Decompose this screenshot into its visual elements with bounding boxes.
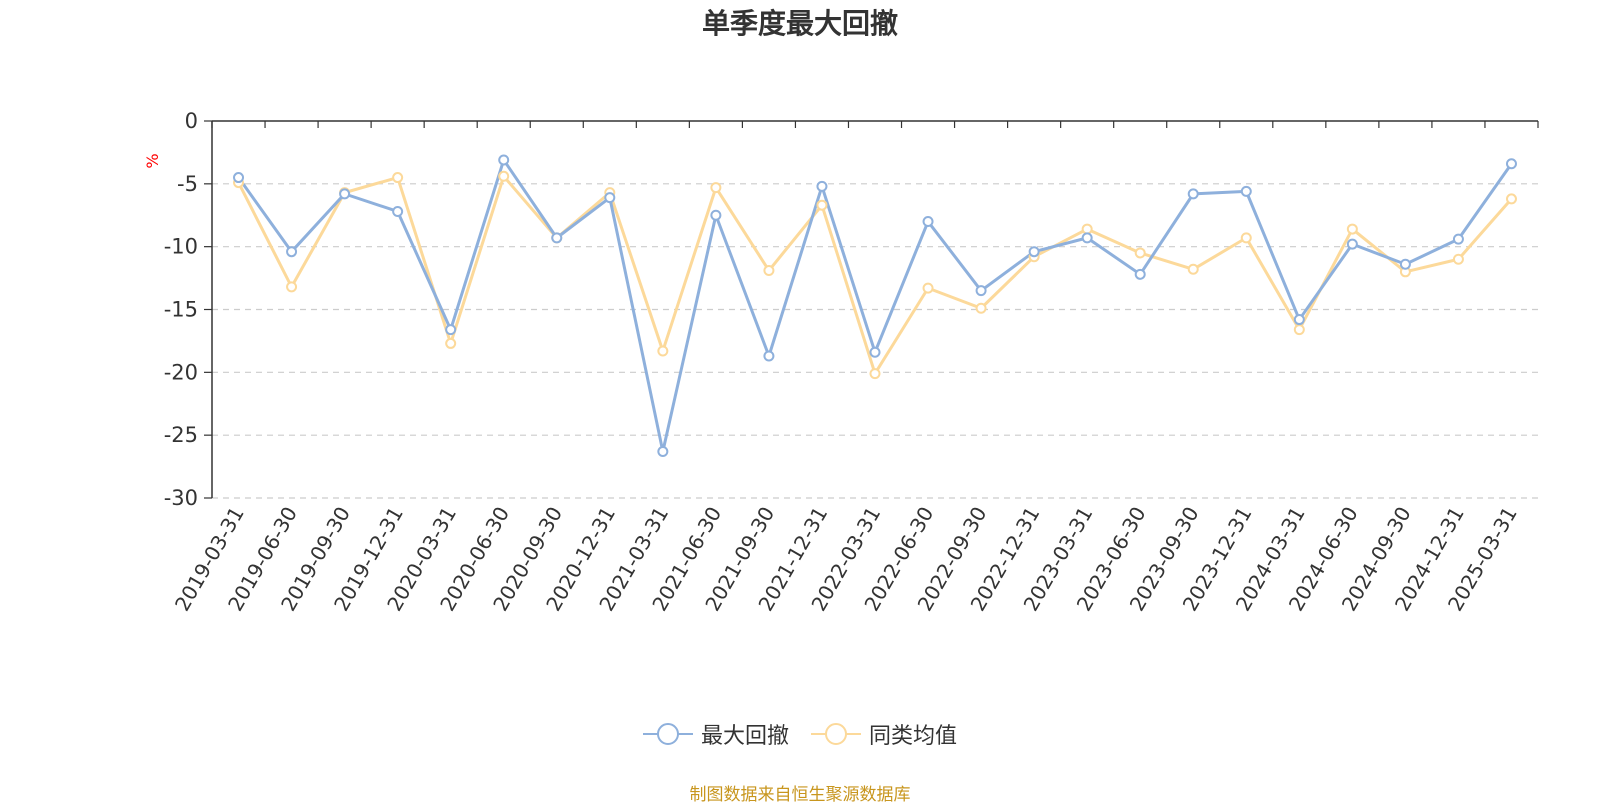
series-1-point	[498, 154, 510, 166]
y-axis-label: %	[143, 153, 162, 168]
series-2-point	[869, 368, 881, 380]
legend-item-series-2[interactable]: 同类均值	[811, 718, 957, 750]
y-tick-label: -5	[177, 172, 198, 196]
series-1-point	[233, 172, 245, 184]
series-1-point	[1452, 233, 1464, 245]
y-tick-label: -30	[164, 486, 198, 510]
series-1-point	[1399, 258, 1411, 270]
data-source-note: 制图数据来自恒生聚源数据库	[689, 785, 911, 805]
series-1-point	[1293, 314, 1305, 326]
series-1-point	[1134, 268, 1146, 280]
series-1-point	[710, 209, 722, 221]
series-1-point	[1187, 188, 1199, 200]
series-2-point	[763, 265, 775, 277]
series-2-point	[710, 182, 722, 194]
series-1-point	[445, 324, 457, 336]
series-1-point	[763, 350, 775, 362]
y-tick-label: -15	[164, 298, 198, 322]
series-2-point	[286, 281, 298, 293]
series-1-point	[657, 446, 669, 458]
series-1-point	[869, 346, 881, 358]
series-2-point	[1452, 253, 1464, 265]
series-1-point	[816, 180, 828, 192]
series-2-point	[816, 199, 828, 211]
series-1-point	[1346, 238, 1358, 250]
series-2-point	[1081, 223, 1093, 235]
line-chart: 0-5-10-15-20-25-30%2019-03-312019-06-302…	[143, 109, 1539, 615]
series-2-point	[657, 345, 669, 357]
series-2-point	[445, 337, 457, 349]
y-tick-label: -20	[164, 360, 198, 384]
legend-marker-series-1	[642, 723, 693, 745]
series-1-point	[1505, 158, 1517, 170]
series-2-point	[1134, 247, 1146, 259]
series-2-point	[1293, 324, 1305, 336]
series-line-2	[237, 174, 1513, 376]
series-2-point	[975, 302, 987, 314]
y-tick-label: -25	[164, 423, 198, 447]
series-2-point	[498, 170, 510, 182]
series-2-point	[392, 172, 404, 184]
legend: 最大回撤 同类均值	[0, 718, 1600, 750]
y-tick-label: 0	[185, 109, 198, 133]
series-1-point	[975, 285, 987, 297]
series-2-point	[1346, 223, 1358, 235]
series-line-1	[237, 158, 1513, 454]
y-tick-label: -10	[164, 235, 198, 259]
series-1-point	[392, 205, 404, 217]
series-2-point	[922, 282, 934, 294]
legend-marker-series-2	[811, 723, 861, 745]
series-1-point	[1240, 185, 1252, 197]
chart-title: 单季度最大回撤	[701, 7, 898, 40]
series-1-point	[1081, 232, 1093, 244]
series-1-point	[922, 216, 934, 228]
series-2-point	[1240, 232, 1252, 244]
legend-item-series-1[interactable]: 最大回撤	[642, 718, 789, 750]
series-1-point	[551, 232, 563, 244]
series-1-point	[1028, 246, 1040, 258]
legend-label-series-2: 同类均值	[869, 724, 958, 749]
series-1-point	[604, 192, 616, 204]
series-1-point	[286, 246, 298, 258]
series-1-point	[339, 188, 351, 200]
legend-label-series-1: 最大回撤	[700, 724, 789, 749]
series-2-point	[1187, 263, 1199, 275]
series-2-point	[1505, 193, 1517, 205]
